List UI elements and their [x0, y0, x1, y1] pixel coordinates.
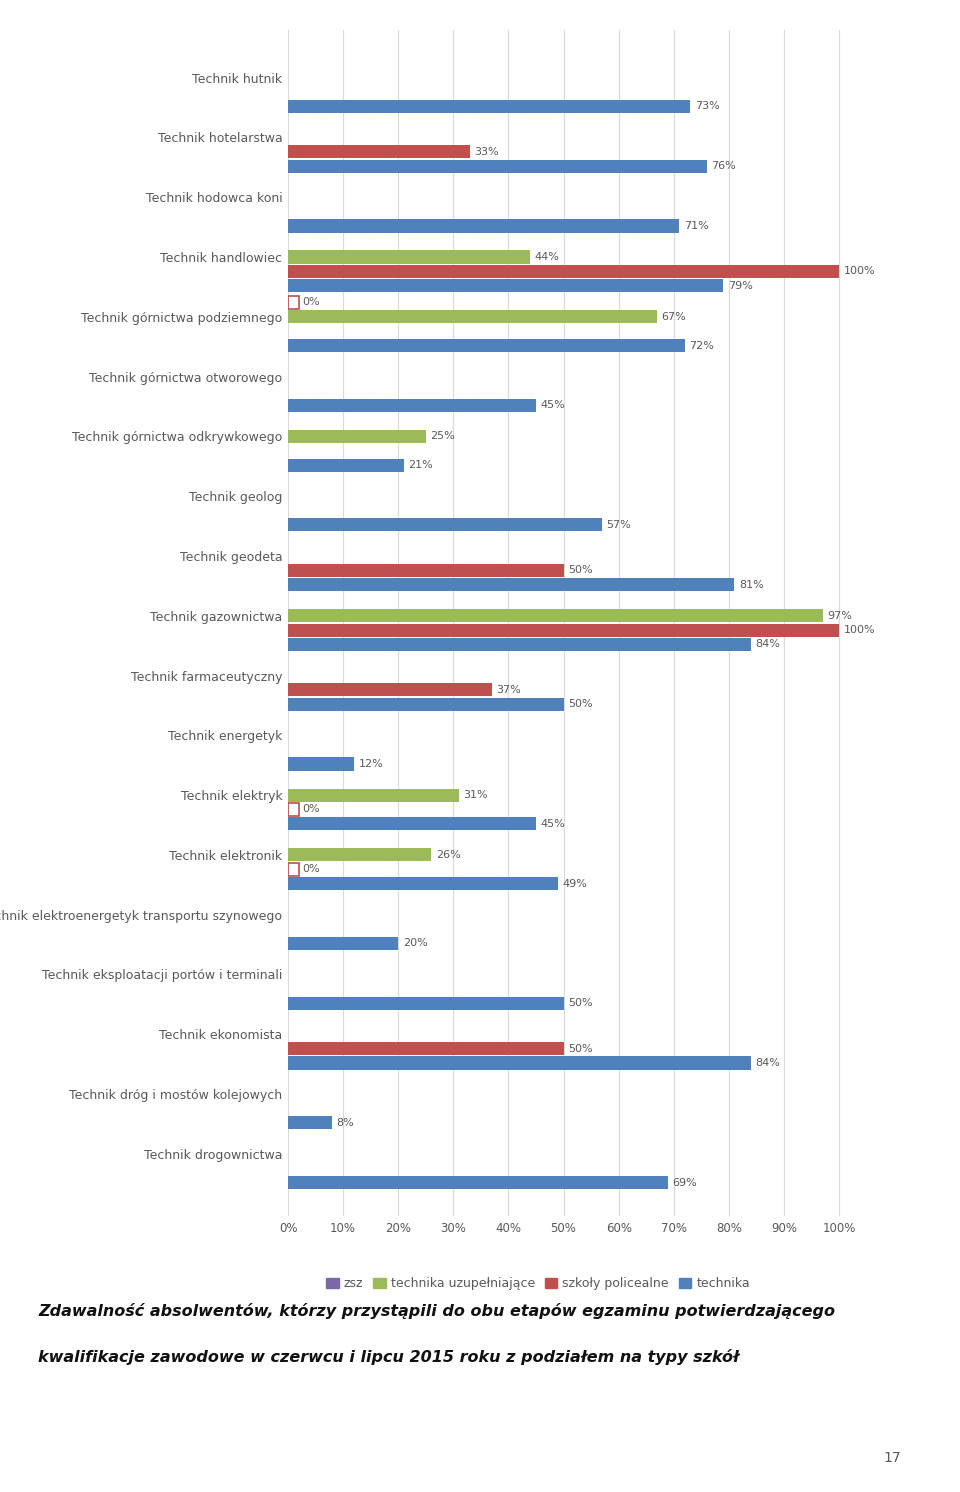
Bar: [288, 310, 658, 324]
Bar: [288, 279, 724, 292]
Text: 73%: 73%: [695, 101, 719, 112]
Text: 26%: 26%: [436, 850, 461, 859]
Text: Zdawalność absolwentów, którzy przystąpili do obu etapów egzaminu potwierdzające: Zdawalność absolwentów, którzy przystąpi…: [38, 1303, 835, 1319]
Bar: [288, 877, 558, 891]
Text: 84%: 84%: [756, 640, 780, 649]
Bar: [288, 818, 536, 831]
Bar: [288, 577, 734, 591]
Bar: [288, 849, 431, 861]
Text: 33%: 33%: [474, 146, 499, 157]
Text: 17: 17: [883, 1452, 900, 1465]
Text: 100%: 100%: [844, 267, 876, 276]
Bar: [288, 609, 823, 622]
Bar: [288, 100, 690, 113]
Text: 0%: 0%: [301, 804, 320, 815]
Text: 44%: 44%: [535, 252, 560, 263]
Text: 57%: 57%: [607, 519, 632, 530]
Text: 50%: 50%: [568, 700, 592, 709]
Legend: zsz, technika uzupełniające, szkoły policealne, technika: zsz, technika uzupełniające, szkoły poli…: [321, 1273, 755, 1295]
Text: 12%: 12%: [358, 759, 383, 768]
Bar: [288, 339, 684, 352]
Text: 76%: 76%: [711, 161, 736, 172]
Text: 50%: 50%: [568, 998, 592, 1009]
Bar: [288, 1056, 751, 1070]
Text: 84%: 84%: [756, 1058, 780, 1068]
Bar: [288, 160, 707, 173]
Text: 49%: 49%: [563, 879, 588, 889]
Bar: [288, 145, 469, 158]
Bar: [288, 251, 531, 264]
Text: 31%: 31%: [464, 791, 488, 800]
Text: 71%: 71%: [684, 221, 708, 231]
Bar: [288, 624, 839, 637]
Text: 45%: 45%: [540, 819, 565, 828]
Text: 50%: 50%: [568, 565, 592, 576]
Bar: [288, 1176, 668, 1189]
Bar: [288, 997, 564, 1010]
Text: 45%: 45%: [540, 400, 565, 410]
Bar: [288, 219, 680, 233]
Text: 69%: 69%: [673, 1177, 697, 1188]
Bar: [288, 1041, 564, 1055]
Bar: [288, 398, 536, 412]
Bar: [288, 430, 426, 443]
Bar: [288, 264, 839, 278]
Text: 20%: 20%: [402, 938, 427, 949]
Bar: [288, 458, 404, 471]
Text: 97%: 97%: [827, 610, 852, 621]
Bar: [288, 788, 459, 801]
Bar: [288, 683, 492, 697]
Text: 25%: 25%: [430, 431, 455, 442]
Bar: [288, 862, 299, 876]
Bar: [288, 1116, 332, 1129]
Text: 50%: 50%: [568, 1043, 592, 1053]
Bar: [288, 937, 398, 950]
Text: 72%: 72%: [689, 340, 714, 351]
Text: 8%: 8%: [337, 1118, 354, 1128]
Text: 67%: 67%: [661, 312, 686, 322]
Bar: [288, 639, 751, 651]
Text: 81%: 81%: [739, 580, 763, 589]
Text: 37%: 37%: [496, 685, 521, 695]
Text: 0%: 0%: [301, 864, 320, 874]
Bar: [288, 803, 299, 816]
Text: kwalifikacje zawodowe w czerwcu i lipcu 2015 roku z podziałem na typy szkół: kwalifikacje zawodowe w czerwcu i lipcu …: [38, 1349, 739, 1365]
Text: 79%: 79%: [728, 280, 753, 291]
Text: 21%: 21%: [408, 460, 433, 470]
Bar: [288, 698, 564, 710]
Bar: [288, 518, 602, 531]
Text: 100%: 100%: [844, 625, 876, 636]
Bar: [288, 295, 299, 309]
Text: 0%: 0%: [301, 297, 320, 307]
Bar: [288, 564, 564, 577]
Bar: [288, 758, 354, 770]
